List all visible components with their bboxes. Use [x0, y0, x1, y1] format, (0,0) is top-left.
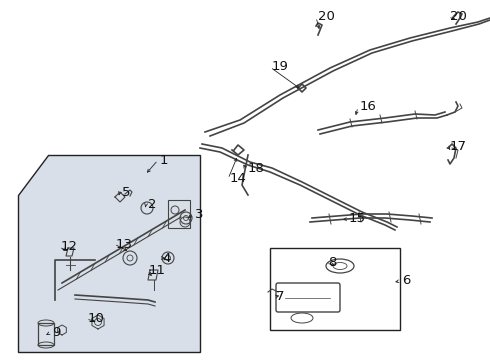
Text: 18: 18	[248, 162, 265, 175]
Text: 11: 11	[149, 265, 166, 278]
Text: 19: 19	[272, 60, 289, 73]
Polygon shape	[18, 155, 200, 352]
Text: 7: 7	[276, 291, 285, 303]
Text: 6: 6	[402, 274, 411, 288]
Text: 5: 5	[122, 185, 130, 198]
Text: 20: 20	[318, 10, 335, 23]
Text: 13: 13	[116, 238, 133, 251]
Text: 12: 12	[61, 240, 78, 253]
Text: 8: 8	[328, 256, 336, 270]
Text: 3: 3	[195, 207, 203, 220]
Text: 16: 16	[360, 100, 377, 113]
Bar	[270, 248, 400, 330]
Text: 9: 9	[52, 327, 60, 339]
Text: 4: 4	[162, 252, 171, 265]
Bar	[38, 323, 54, 345]
Bar	[168, 200, 190, 228]
Text: 15: 15	[349, 212, 366, 225]
Text: 1: 1	[160, 153, 169, 166]
Text: 17: 17	[450, 140, 467, 153]
Text: 10: 10	[88, 312, 105, 325]
Text: 14: 14	[230, 172, 247, 185]
Text: 20: 20	[450, 10, 467, 23]
Text: 2: 2	[148, 198, 156, 211]
